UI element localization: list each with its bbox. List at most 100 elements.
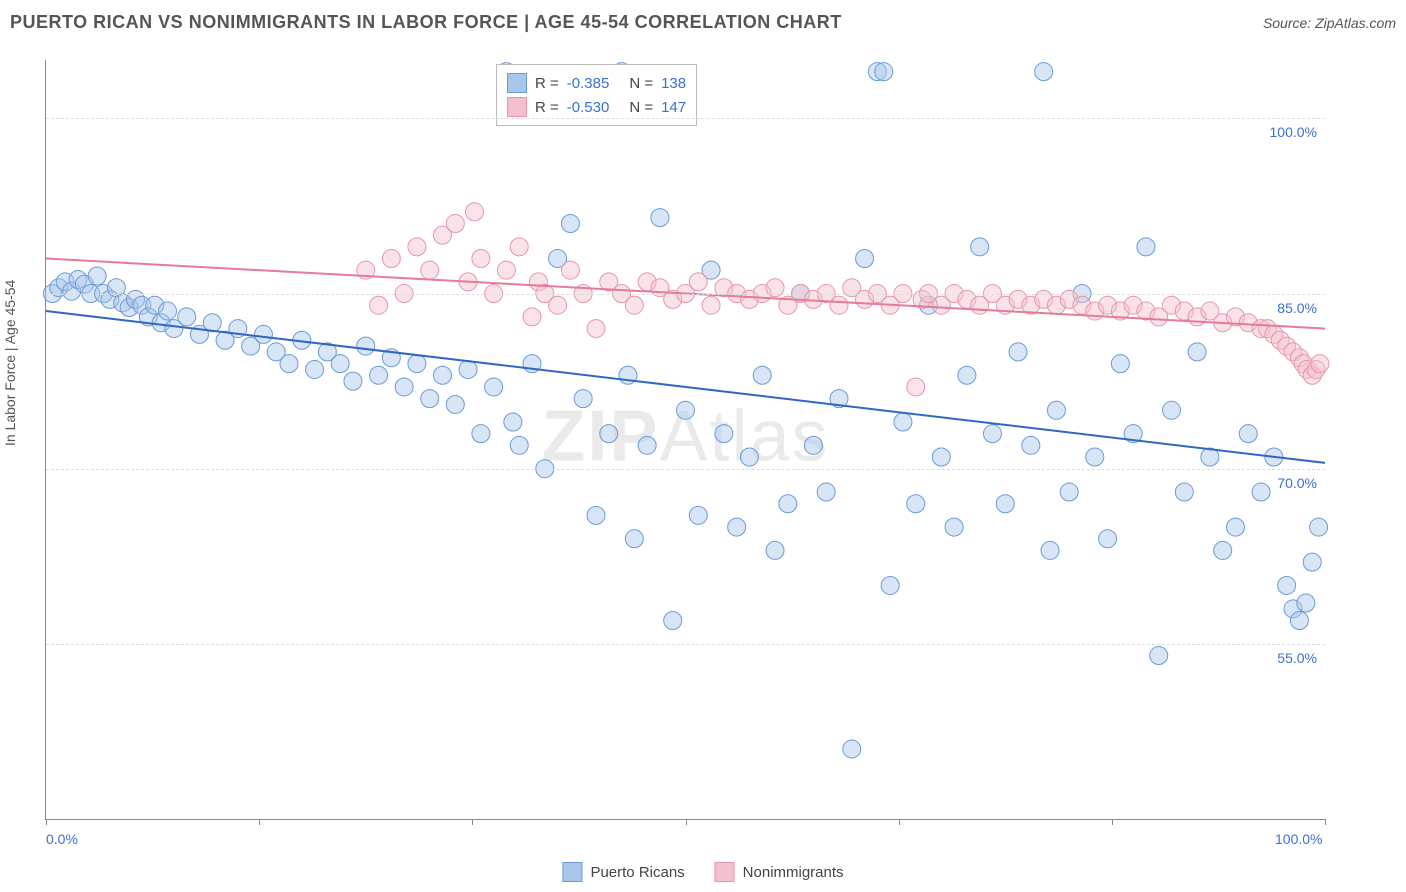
scatter-point [1175, 483, 1193, 501]
grid-line [46, 118, 1325, 119]
x-tick [686, 819, 687, 825]
scatter-point [549, 296, 567, 314]
scatter-point [1303, 553, 1321, 571]
scatter-point [306, 360, 324, 378]
scatter-point [254, 325, 272, 343]
scatter-point [1297, 594, 1315, 612]
scatter-point [203, 314, 221, 332]
scatter-point [446, 214, 464, 232]
scatter-point [395, 378, 413, 396]
scatter-point [996, 495, 1014, 513]
scatter-point [983, 425, 1001, 443]
scatter-point [159, 302, 177, 320]
scatter-point [625, 296, 643, 314]
stat-label: N = [629, 99, 653, 116]
stat-n-value: 147 [661, 99, 686, 116]
chart-legend: Puerto Ricans Nonimmigrants [562, 862, 843, 882]
scatter-point [1022, 436, 1040, 454]
x-tick [1325, 819, 1326, 825]
legend-label: Nonimmigrants [743, 864, 844, 881]
scatter-point [894, 413, 912, 431]
legend-item: Nonimmigrants [715, 862, 844, 882]
scatter-point [664, 611, 682, 629]
scatter-point [472, 425, 490, 443]
legend-item: Puerto Ricans [562, 862, 684, 882]
scatter-point [728, 518, 746, 536]
scatter-point [587, 320, 605, 338]
x-tick [46, 819, 47, 825]
scatter-point [421, 390, 439, 408]
stats-row: R = -0.530 N = 147 [507, 95, 686, 119]
scatter-point [344, 372, 362, 390]
scatter-point [843, 740, 861, 758]
scatter-point [382, 250, 400, 268]
stat-label: N = [629, 75, 653, 92]
x-tick [472, 819, 473, 825]
scatter-point [561, 214, 579, 232]
scatter-point [370, 296, 388, 314]
scatter-point [907, 495, 925, 513]
scatter-point [510, 436, 528, 454]
legend-label: Puerto Ricans [590, 864, 684, 881]
scatter-point [280, 355, 298, 373]
scatter-point [331, 355, 349, 373]
scatter-point [1047, 401, 1065, 419]
scatter-point [408, 238, 426, 256]
scatter-point [1009, 343, 1027, 361]
y-axis-label: In Labor Force | Age 45-54 [2, 280, 18, 446]
scatter-point [574, 390, 592, 408]
scatter-point [1035, 63, 1053, 81]
scatter-point [881, 576, 899, 594]
scatter-point [1041, 541, 1059, 559]
scatter-point [651, 209, 669, 227]
x-tick-label: 100.0% [1275, 831, 1322, 847]
chart-title: PUERTO RICAN VS NONIMMIGRANTS IN LABOR F… [10, 12, 842, 33]
scatter-point [804, 436, 822, 454]
scatter-point [88, 267, 106, 285]
legend-swatch-icon [507, 97, 527, 117]
scatter-point [638, 436, 656, 454]
scatter-point [600, 425, 618, 443]
scatter-point [1252, 483, 1270, 501]
scatter-point [587, 506, 605, 524]
stat-n-value: 138 [661, 75, 686, 92]
chart-source: Source: ZipAtlas.com [1263, 15, 1396, 31]
scatter-point [510, 238, 528, 256]
grid-line [46, 469, 1325, 470]
scatter-point [856, 250, 874, 268]
scatter-point [459, 360, 477, 378]
scatter-point [561, 261, 579, 279]
title-bar: PUERTO RICAN VS NONIMMIGRANTS IN LABOR F… [10, 12, 1396, 33]
scatter-point [472, 250, 490, 268]
y-tick-label: 85.0% [1277, 300, 1317, 316]
scatter-point [715, 425, 733, 443]
scatter-point [1150, 647, 1168, 665]
scatter-point [421, 261, 439, 279]
scatter-point [740, 448, 758, 466]
scatter-point [408, 355, 426, 373]
scatter-point [465, 203, 483, 221]
scatter-point [625, 530, 643, 548]
grid-line [46, 644, 1325, 645]
scatter-point [702, 296, 720, 314]
legend-swatch-icon [507, 73, 527, 93]
stat-label: R = [535, 99, 559, 116]
scatter-point [875, 63, 893, 81]
x-tick [1112, 819, 1113, 825]
x-tick-label: 0.0% [46, 831, 78, 847]
scatter-point [689, 506, 707, 524]
scatter-point [370, 366, 388, 384]
scatter-point [971, 238, 989, 256]
x-tick [899, 819, 900, 825]
scatter-point [753, 366, 771, 384]
scatter-point [907, 378, 925, 396]
y-tick-label: 100.0% [1270, 124, 1317, 140]
stat-r-value: -0.530 [567, 99, 610, 116]
scatter-point [1111, 355, 1129, 373]
chart-container: PUERTO RICAN VS NONIMMIGRANTS IN LABOR F… [0, 0, 1406, 892]
scatter-point [817, 483, 835, 501]
scatter-point [433, 366, 451, 384]
trend-line [46, 311, 1325, 463]
scatter-point [1137, 238, 1155, 256]
stat-r-value: -0.385 [567, 75, 610, 92]
